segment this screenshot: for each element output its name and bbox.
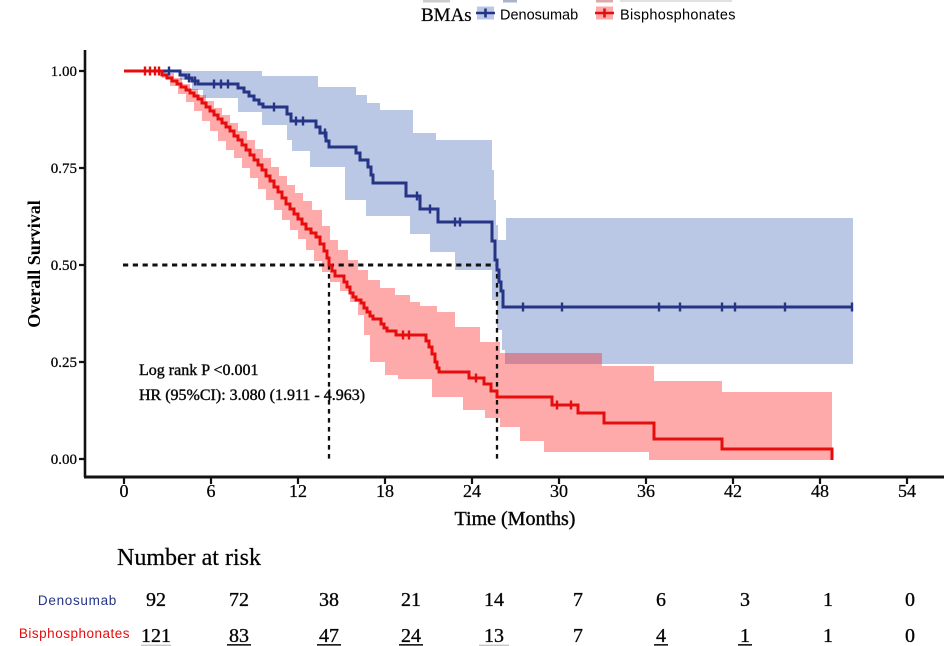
svg-text:24: 24 [463, 481, 481, 501]
svg-text:54: 54 [898, 481, 916, 501]
svg-text:Time (Months): Time (Months) [455, 508, 576, 530]
svg-text:0.75: 0.75 [51, 161, 77, 177]
svg-text:1: 1 [740, 625, 750, 646]
svg-text:24: 24 [401, 625, 421, 646]
svg-text:47: 47 [319, 625, 339, 646]
svg-text:Bisphosphonates: Bisphosphonates [620, 8, 736, 24]
svg-text:BMAs: BMAs [421, 5, 472, 26]
svg-text:0: 0 [905, 589, 915, 611]
svg-text:1: 1 [823, 589, 833, 611]
svg-text:4: 4 [656, 625, 666, 646]
svg-text:42: 42 [724, 481, 742, 501]
svg-text:48: 48 [811, 481, 829, 501]
svg-text:1.00: 1.00 [51, 64, 77, 80]
svg-text:14: 14 [484, 589, 504, 611]
svg-text:Overall Survival: Overall Survival [24, 200, 44, 328]
svg-text:38: 38 [319, 589, 339, 611]
svg-text:121: 121 [141, 625, 171, 646]
svg-text:0.00: 0.00 [51, 452, 77, 468]
svg-text:Denosumab: Denosumab [500, 8, 578, 24]
svg-text:7: 7 [573, 625, 583, 646]
svg-text:13: 13 [484, 625, 504, 646]
svg-text:0: 0 [120, 481, 129, 501]
svg-text:Log rank P <0.001: Log rank P <0.001 [139, 362, 259, 379]
svg-text:36: 36 [637, 481, 655, 501]
svg-text:Bisphosphonates: Bisphosphonates [19, 626, 130, 641]
svg-text:83: 83 [229, 625, 249, 646]
svg-text:6: 6 [656, 589, 666, 611]
svg-text:21: 21 [401, 589, 421, 611]
svg-text:3: 3 [740, 589, 750, 611]
svg-text:0: 0 [905, 625, 915, 646]
svg-text:6: 6 [207, 481, 216, 501]
svg-text:7: 7 [573, 589, 583, 611]
svg-text:12: 12 [289, 481, 307, 501]
svg-text:0.25: 0.25 [51, 355, 77, 371]
svg-text:Denosumab: Denosumab [38, 593, 117, 608]
svg-text:72: 72 [229, 589, 249, 611]
svg-text:0.50: 0.50 [51, 258, 77, 274]
svg-text:HR (95%CI): 3.080 (1.911 - 4.9: HR (95%CI): 3.080 (1.911 - 4.963) [139, 387, 365, 404]
svg-text:92: 92 [146, 589, 166, 611]
svg-text:18: 18 [376, 481, 394, 501]
svg-text:Number at risk: Number at risk [117, 545, 261, 571]
svg-text:1: 1 [823, 625, 833, 646]
svg-text:30: 30 [550, 481, 568, 501]
